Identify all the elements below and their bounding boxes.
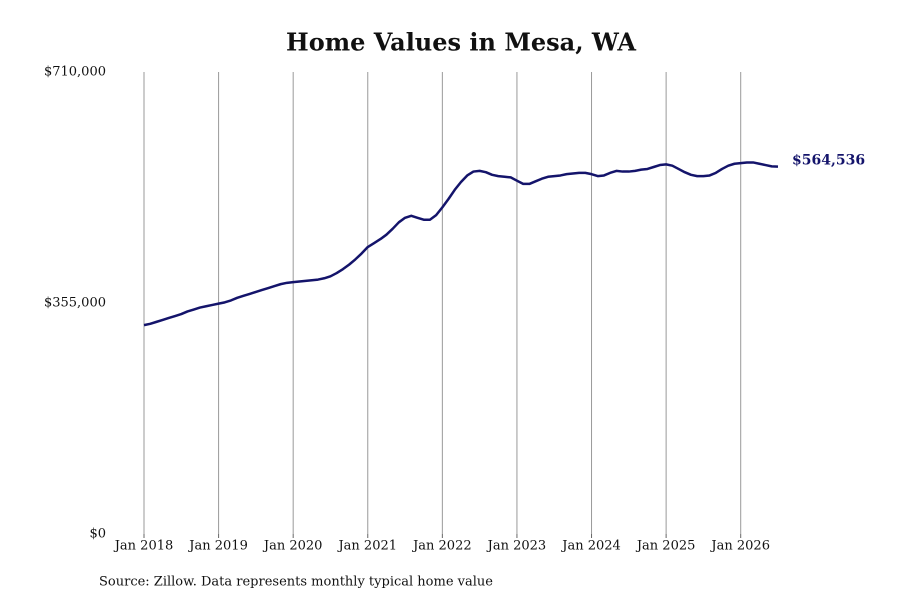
x-tick-label: Jan 2020 <box>262 539 323 554</box>
x-tick-label: Jan 2025 <box>635 539 696 554</box>
x-tick-label: Jan 2018 <box>113 539 174 554</box>
x-tick-label: Jan 2019 <box>187 539 248 554</box>
x-tick-label: Jan 2026 <box>709 539 770 554</box>
x-tick-label: Jan 2022 <box>411 539 472 554</box>
y-tick-label: $0 <box>89 527 106 542</box>
source-note: Source: Zillow. Data represents monthly … <box>99 575 493 590</box>
line-series <box>143 161 779 327</box>
x-tick-label: Jan 2024 <box>560 539 621 554</box>
end-value-label: $564,536 <box>792 153 865 169</box>
y-tick-label: $710,000 <box>44 65 106 80</box>
chart-title: Home Values in Mesa, WA <box>286 28 636 57</box>
y-tick-label: $355,000 <box>44 296 106 311</box>
x-tick-label: Jan 2021 <box>336 539 397 554</box>
x-tick-label: Jan 2023 <box>486 539 547 554</box>
